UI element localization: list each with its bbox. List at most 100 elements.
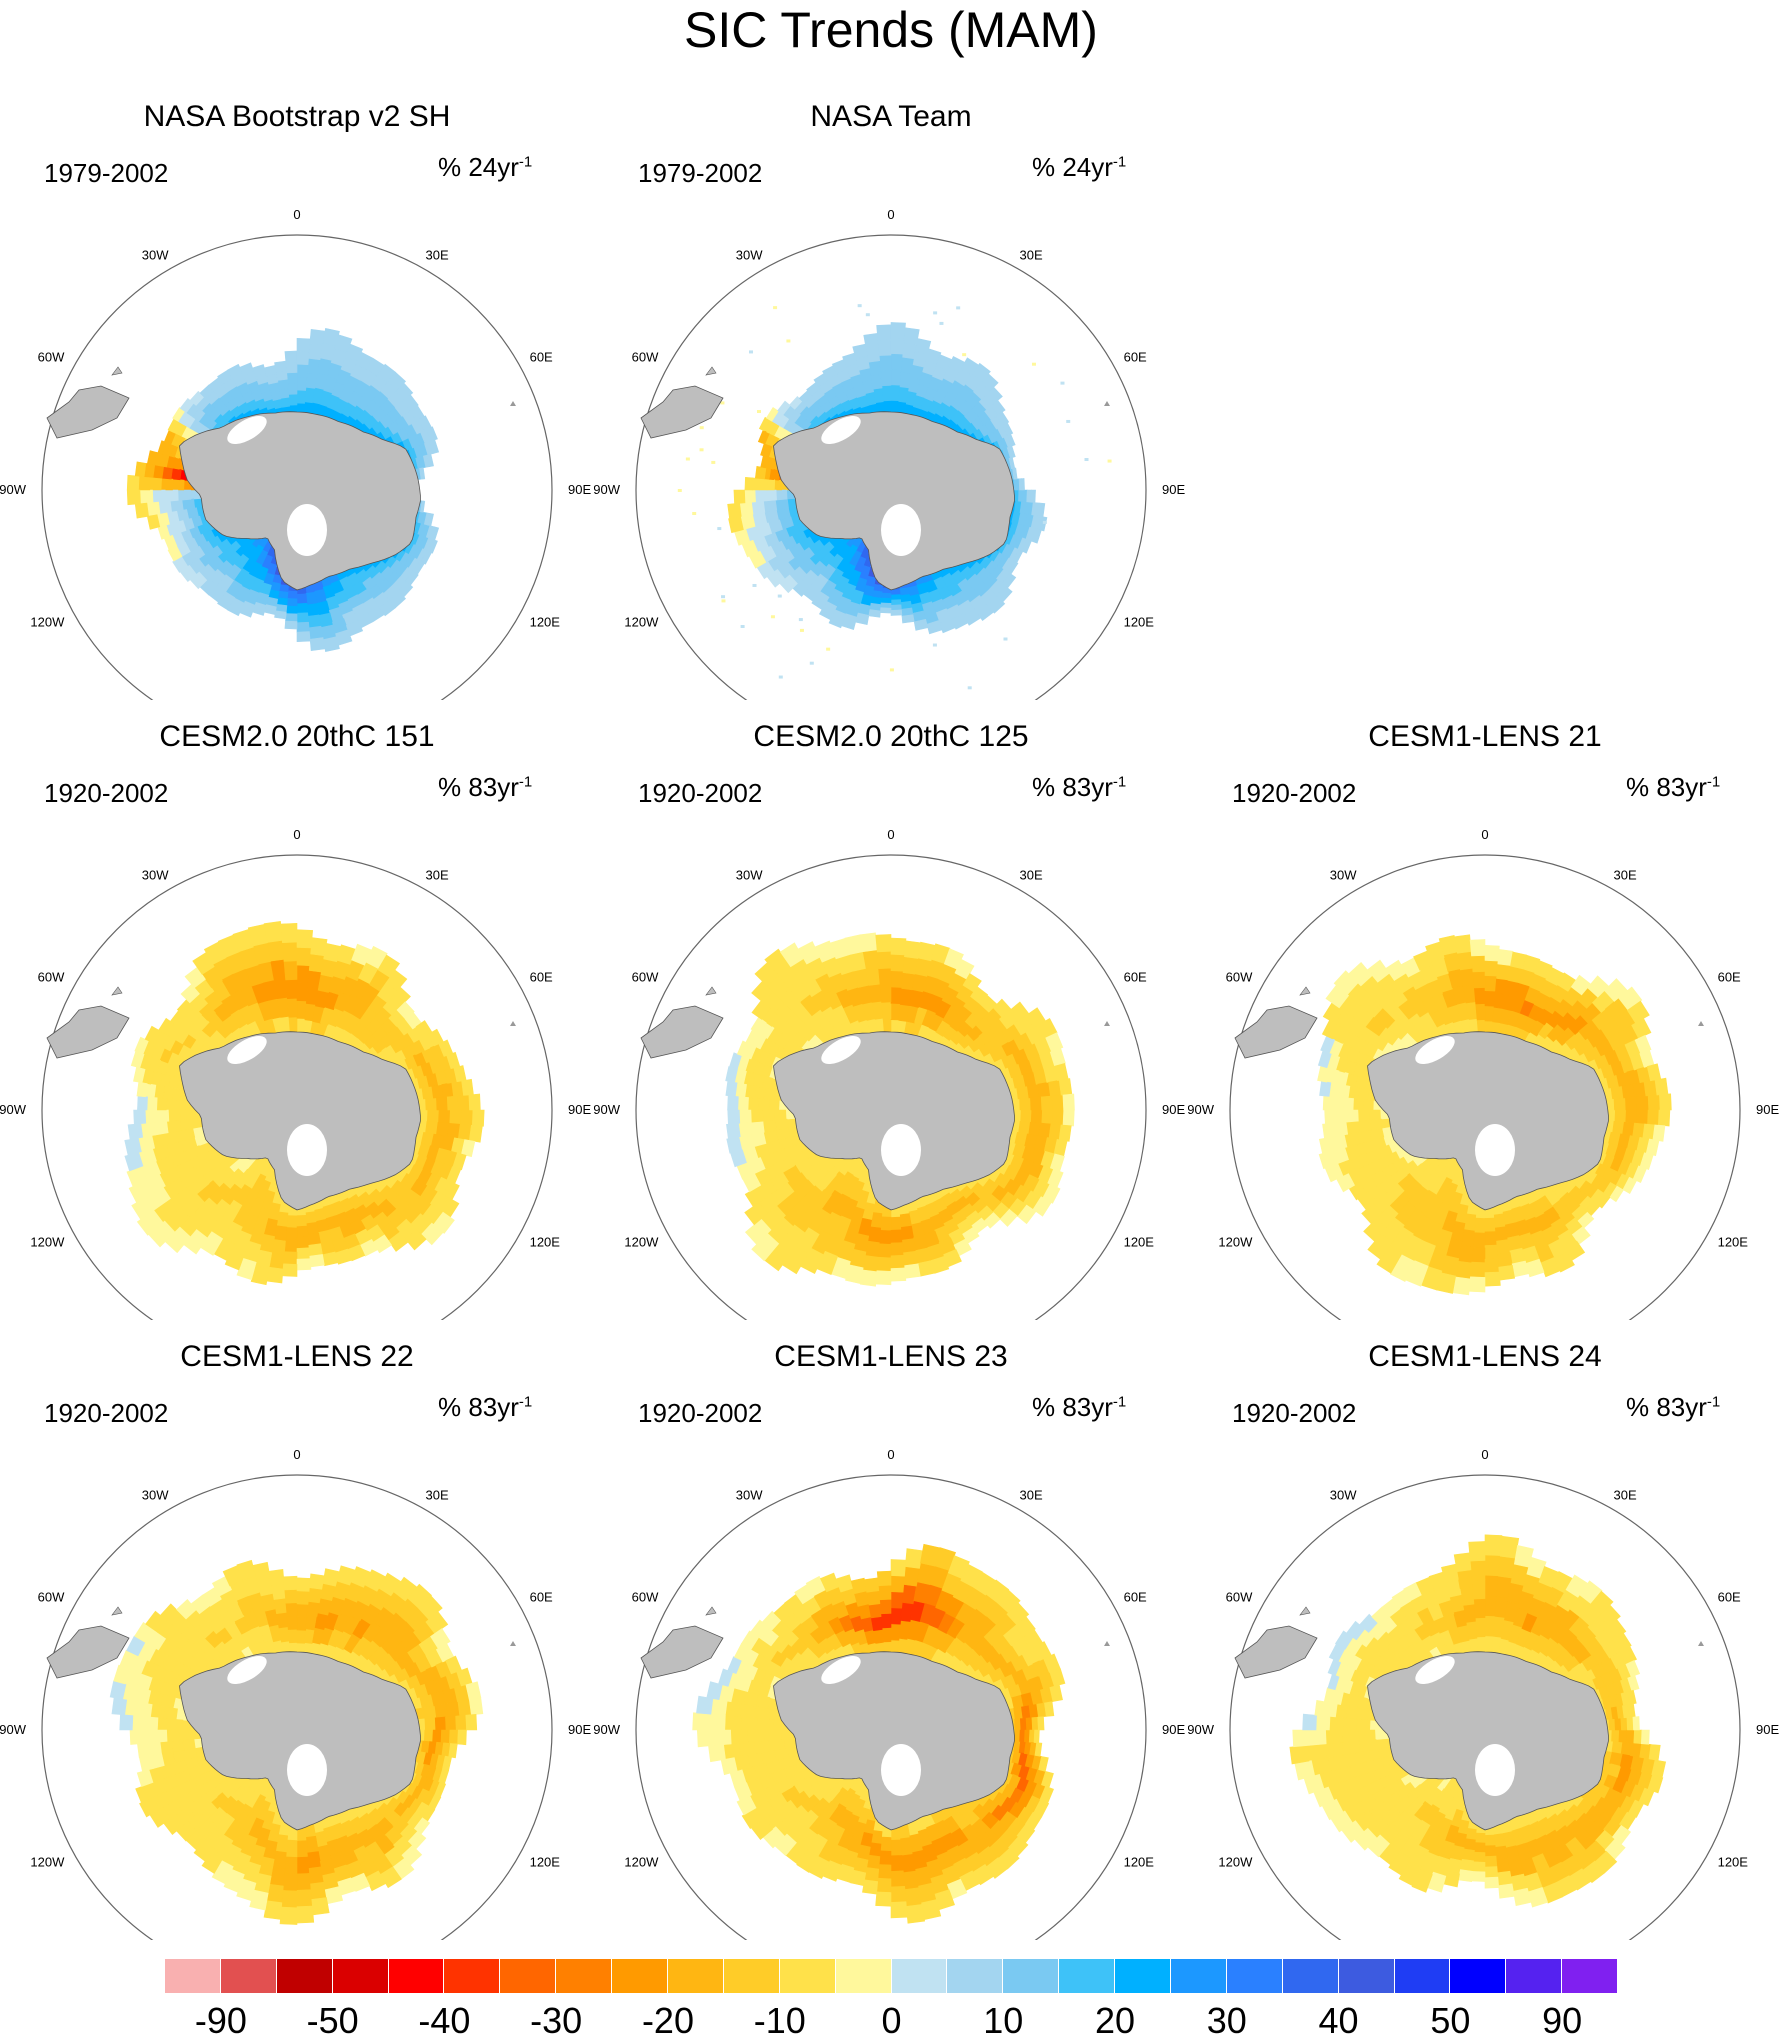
sic-cell: [1613, 1097, 1627, 1111]
sic-cell: [725, 1080, 738, 1097]
sic-cell: [775, 489, 788, 501]
sic-cell: [868, 1603, 882, 1619]
sic-cell: [436, 1121, 450, 1137]
sic-cell: [282, 1263, 298, 1277]
longitude-label-left: 90W: [0, 1722, 27, 1737]
sic-cell: [452, 1152, 467, 1171]
sic-cell: [165, 1098, 177, 1111]
sic-cell: [146, 450, 157, 466]
sic-cell: [1333, 1121, 1349, 1137]
sic-cell: [287, 1628, 298, 1644]
sic-cell: [1484, 944, 1500, 962]
sic-cell: [999, 1208, 1018, 1227]
sic-cell: [296, 602, 309, 614]
sic-cell: [1471, 1579, 1486, 1600]
sic-cell: [765, 489, 777, 502]
sic-speckle: [677, 488, 682, 492]
panel-title: CESM2.0 20thC 125: [753, 720, 1029, 753]
sic-cell: [750, 1120, 765, 1135]
sic-cell: [144, 1109, 158, 1124]
longitude-label-w60: 60W: [38, 1590, 65, 1605]
sic-speckle: [786, 339, 791, 343]
sic-cell: [1513, 1545, 1534, 1568]
units-base: % 83yr: [1626, 1392, 1707, 1422]
sic-cell: [1648, 1744, 1661, 1761]
longitude-label-w60: 60W: [38, 350, 65, 365]
sic-cell: [1468, 1541, 1486, 1562]
sic-cell: [750, 1619, 770, 1640]
sic-cell: [723, 1742, 741, 1760]
sic-cell: [296, 929, 314, 949]
sic-cell: [890, 322, 906, 339]
colorbar-swatch: [556, 1959, 613, 1993]
sic-cell: [738, 1109, 752, 1124]
panel-period: 1920-2002: [638, 1398, 763, 1428]
sic-cell: [396, 1001, 415, 1020]
sic-speckle: [749, 350, 754, 354]
sic-cell: [305, 591, 318, 606]
longitude-label-top: 0: [293, 1447, 300, 1462]
sic-cell: [926, 620, 943, 635]
polar-stereographic-map: 030E60E90E120E150E180150W120W90W60W30W: [1188, 827, 1779, 1320]
sic-cell: [1062, 1109, 1075, 1127]
sic-cell: [284, 1589, 298, 1604]
sic-cell: [1014, 1718, 1022, 1731]
kerguelen-island: [510, 1021, 516, 1026]
sic-cell: [404, 1228, 427, 1251]
ronne-ice-shelf: [821, 1656, 861, 1684]
falkland-islands: [705, 366, 717, 376]
longitude-label-left: 90W: [1188, 1102, 1215, 1117]
sic-cell: [1633, 1729, 1643, 1745]
sic-cell: [738, 1741, 756, 1757]
sic-cell: [283, 1575, 298, 1591]
sic-cell: [1553, 1251, 1575, 1273]
sic-cell: [1473, 1842, 1486, 1853]
sic-cell: [880, 369, 892, 387]
sic-cell: [890, 937, 907, 956]
sic-cell: [169, 1718, 184, 1731]
sic-cell: [378, 599, 397, 617]
sic-speckle: [778, 675, 783, 679]
sic-cell: [1030, 1109, 1043, 1124]
sic-cell: [181, 498, 196, 511]
antarctica-landmass: [1367, 1651, 1609, 1831]
sic-cell: [890, 604, 902, 611]
sic-cell: [1632, 1165, 1647, 1184]
sic-cell: [754, 465, 762, 479]
sic-cell: [1368, 1109, 1381, 1121]
ross-ice-shelf: [881, 1744, 921, 1796]
sic-cell: [727, 1656, 742, 1674]
colorbar-labels: -90 -50 -40 -30 -20 -10 0 10 20 30 40 50 90: [165, 2000, 1618, 2041]
sic-cell: [278, 387, 290, 399]
sic-cell: [266, 1266, 284, 1284]
sic-cell: [149, 476, 163, 491]
sic-cell: [881, 1001, 892, 1020]
sic-cell: [1652, 1124, 1666, 1142]
panel-units: % 83yr-1: [1032, 772, 1126, 803]
sic-speckle: [740, 625, 745, 629]
sic-cell: [763, 1729, 782, 1742]
sic-cell: [307, 1851, 322, 1869]
sic-cell: [1032, 1196, 1052, 1217]
longitude-label-top: 0: [293, 827, 300, 842]
sic-cell: [268, 1569, 285, 1586]
sic-cell: [904, 1548, 923, 1569]
sic-cell: [870, 1616, 883, 1632]
sic-cell: [1369, 1118, 1384, 1131]
sic-cell: [1484, 1595, 1498, 1617]
sic-cell: [418, 1595, 443, 1620]
sic-cell: [1473, 1851, 1486, 1863]
ronne-ice-shelf: [1415, 1036, 1455, 1064]
sic-cell: [906, 1904, 926, 1924]
sic-cell: [296, 1840, 309, 1858]
sic-cell: [124, 1152, 144, 1172]
sic-cell: [986, 386, 1003, 404]
sic-cell: [160, 477, 174, 491]
sic-speckle: [773, 306, 778, 310]
sic-cell: [1342, 1097, 1354, 1111]
panel-units: % 83yr-1: [438, 1392, 532, 1423]
sic-cell: [763, 1087, 776, 1101]
sic-cell: [766, 478, 776, 491]
sic-cell: [457, 1094, 470, 1111]
sic-cell: [1049, 1684, 1063, 1702]
